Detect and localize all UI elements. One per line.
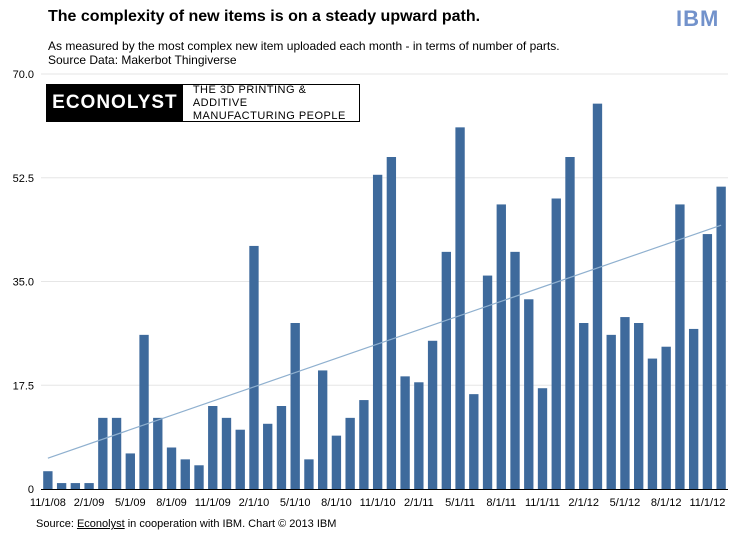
footer-suffix: in cooperation with IBM. Chart © 2013 IB… xyxy=(124,518,337,530)
bar xyxy=(606,334,616,489)
bar xyxy=(661,346,671,489)
bar xyxy=(455,127,465,489)
bar xyxy=(111,417,122,489)
tagline-line-1: THE 3D PRINTING & ADDITIVE xyxy=(192,83,307,109)
bar-series xyxy=(43,103,726,490)
bar xyxy=(208,406,218,489)
bar xyxy=(43,471,53,489)
bar xyxy=(359,400,369,489)
bar xyxy=(702,234,713,489)
x-tick-label: 5/1/10 xyxy=(280,497,311,509)
bar xyxy=(469,394,479,489)
footer-source: Source: Econolyst in cooperation with IB… xyxy=(36,518,336,530)
bar xyxy=(194,465,204,489)
bar xyxy=(716,186,726,489)
x-tick-label: 11/1/08 xyxy=(30,497,66,509)
bar xyxy=(98,417,108,489)
bar xyxy=(414,382,424,489)
bar xyxy=(304,459,314,489)
x-tick-label: 8/1/12 xyxy=(651,497,682,509)
bar xyxy=(180,459,190,489)
bar xyxy=(84,483,94,489)
x-tick-label: 2/1/12 xyxy=(568,497,599,509)
tagline-line-2: MANUFACTURING PEOPLE xyxy=(192,109,346,122)
bar xyxy=(496,204,506,489)
y-tick-labels: 0 17.5 35.0 52.5 70.0 xyxy=(13,69,34,496)
bar xyxy=(565,157,575,489)
econolyst-logo-box: ECONOLYST THE 3D PRINTING & ADDITIVE MAN… xyxy=(46,84,360,122)
bar xyxy=(551,198,561,489)
x-tick-label: 2/1/09 xyxy=(74,497,105,509)
chart-title: The complexity of new items is on a stea… xyxy=(48,8,481,25)
econolyst-tagline: THE 3D PRINTING & ADDITIVE MANUFACTURING… xyxy=(183,83,359,122)
bar xyxy=(647,358,658,489)
bar xyxy=(139,334,149,489)
x-tick-label: 11/1/11 xyxy=(525,497,560,509)
x-tick-label: 8/1/10 xyxy=(321,497,352,509)
econolyst-brand: ECONOLYST xyxy=(47,85,183,121)
bar xyxy=(592,103,603,490)
bar xyxy=(331,435,342,489)
x-tick-label: 2/1/10 xyxy=(239,497,270,509)
bar xyxy=(153,417,163,489)
y-tick-label: 70.0 xyxy=(13,69,34,81)
bar xyxy=(524,299,534,489)
bar xyxy=(510,251,520,489)
x-tick-label: 2/1/11 xyxy=(404,497,434,509)
bar xyxy=(235,429,245,489)
x-tick-label: 8/1/11 xyxy=(486,497,516,509)
y-tick-label: 52.5 xyxy=(13,173,34,185)
x-tick-labels: 11/1/08 2/1/09 5/1/09 8/1/09 11/1/09 2/1/10 5/… xyxy=(30,497,725,509)
bar xyxy=(579,323,589,489)
y-tick-label: 17.5 xyxy=(13,380,34,392)
bar xyxy=(221,417,232,489)
x-tick-label: 11/1/12 xyxy=(689,497,725,509)
trend-line xyxy=(47,224,722,459)
x-tick-label: 5/1/11 xyxy=(445,497,475,509)
bar xyxy=(634,323,644,489)
bar xyxy=(675,204,685,489)
bar xyxy=(386,157,397,489)
bar xyxy=(537,388,548,489)
source-note: Source Data: Makerbot Thingiverse xyxy=(48,53,237,67)
x-tick-label: 5/1/09 xyxy=(115,497,146,509)
bar xyxy=(372,174,383,490)
bar xyxy=(276,406,287,489)
bar xyxy=(400,376,410,489)
ibm-logo: IBM xyxy=(676,6,719,32)
bar xyxy=(441,251,452,489)
bar xyxy=(427,340,438,489)
ibm-logo-text: IBM xyxy=(676,6,720,31)
bar xyxy=(317,370,328,489)
y-tick-label: 35.0 xyxy=(13,277,34,289)
bar xyxy=(263,423,273,489)
bar xyxy=(125,453,135,489)
bar xyxy=(56,483,67,489)
x-tick-label: 8/1/09 xyxy=(156,497,187,509)
x-tick-label: 11/1/10 xyxy=(360,497,396,509)
bar xyxy=(688,328,699,489)
bar xyxy=(482,275,493,489)
x-tick-label: 5/1/12 xyxy=(610,497,641,509)
bar xyxy=(70,483,81,489)
bar xyxy=(290,323,300,489)
footer-prefix: Source: xyxy=(36,518,77,530)
x-tick-label: 11/1/09 xyxy=(195,497,231,509)
bar xyxy=(345,417,355,489)
bar xyxy=(249,245,259,489)
chart-subtitle: As measured by the most complex new item… xyxy=(48,39,560,53)
bar xyxy=(620,317,630,489)
y-tick-label: 0 xyxy=(28,484,34,496)
bar xyxy=(166,447,177,489)
footer-econolyst-link[interactable]: Econolyst xyxy=(76,518,125,530)
